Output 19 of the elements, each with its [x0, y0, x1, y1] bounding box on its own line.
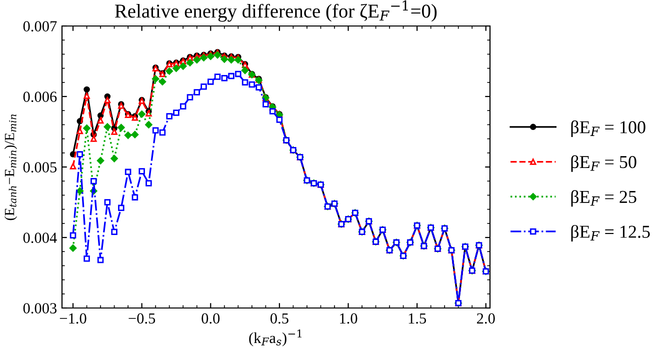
legend-label: βE$_{F}$ = 100	[571, 120, 646, 137]
legend-label: βE$_{F}$ = 50	[571, 155, 636, 172]
y-tick-label: 0.007	[23, 21, 57, 32]
chart-title: Relative energy difference (for ζE$_{F}$$^{−1}$=0)	[114, 0, 437, 22]
x-tick-label: 1.5	[408, 313, 426, 324]
legend-label: βE$_{F}$ = 12.5	[571, 224, 650, 242]
x-tick-label: 2.0	[476, 313, 495, 324]
x-axis-title: (k$_{F}$a$_{s}$)$^{−1}$	[249, 329, 302, 346]
legend-label: βE$_{F}$ = 25	[571, 190, 636, 207]
x-tick-label: −0.5	[128, 313, 156, 324]
x-tick-label: −1.0	[60, 313, 86, 324]
y-tick-label: 0.004	[23, 232, 57, 244]
y-tick-label: 0.005	[23, 162, 57, 173]
y-tick-label: 0.006	[23, 92, 57, 102]
x-tick-label: 0.5	[270, 313, 288, 324]
x-tick-label: 0.0	[202, 313, 220, 324]
x-tick-label: 1.0	[340, 313, 358, 324]
y-tick-label: 0.003	[23, 303, 57, 314]
y-axis-title: (E$_{tanh}$−E$_{min}$)/E$_{min}$	[4, 114, 18, 220]
